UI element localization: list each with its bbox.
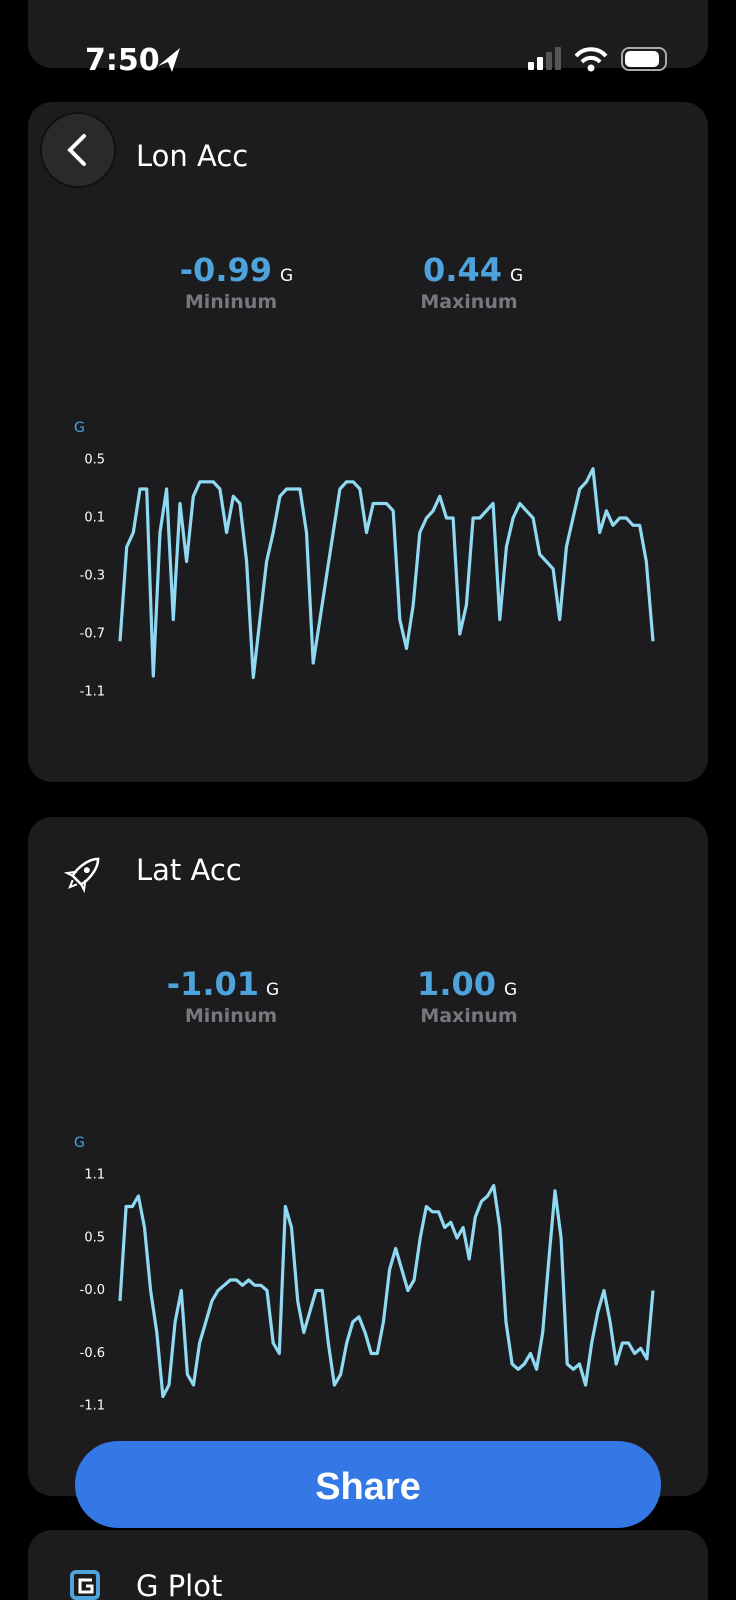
wifi-icon xyxy=(574,47,608,64)
y-tick-label: -0.3 xyxy=(80,569,105,584)
y-tick-label: 0.5 xyxy=(84,1231,105,1246)
max-label: Maxinum xyxy=(420,1005,517,1027)
wifi-dot xyxy=(587,64,595,72)
chart: G 0.5 0.1 -0.3 -0.7 -1.1 xyxy=(74,420,655,700)
max-unit: G xyxy=(504,980,517,1000)
y-axis-label: G xyxy=(74,420,85,436)
back-button[interactable] xyxy=(40,112,116,188)
data-line xyxy=(118,1183,655,1399)
signal-icon xyxy=(528,47,561,70)
card xyxy=(28,817,708,1496)
y-tick-label: -0.6 xyxy=(80,1346,105,1361)
y-tick-label: 0.1 xyxy=(84,511,105,526)
card-title: Lon Acc xyxy=(136,139,248,173)
card-title: Lat Acc xyxy=(136,853,242,887)
max-label: Maxinum xyxy=(420,291,517,313)
min-unit: G xyxy=(280,266,293,286)
min-unit: G xyxy=(266,980,279,1000)
g-plot-icon xyxy=(70,1570,100,1600)
share-button[interactable] xyxy=(75,1441,661,1528)
min-value: -0.99 xyxy=(180,251,272,289)
location-icon xyxy=(158,48,180,72)
status-time: 7:50 xyxy=(85,43,160,78)
share-label: Share xyxy=(315,1466,421,1508)
battery-outline xyxy=(621,47,667,71)
data-line xyxy=(118,467,655,680)
min-value: -1.01 xyxy=(167,965,259,1003)
card xyxy=(28,102,708,782)
min-label: Mininum xyxy=(185,1005,277,1027)
back-icon xyxy=(67,134,86,166)
max-unit: G xyxy=(510,266,523,286)
y-tick-label: -0.0 xyxy=(80,1283,105,1298)
y-tick-label: 0.5 xyxy=(84,453,105,468)
max-value: 1.00 xyxy=(417,965,496,1003)
previous-card xyxy=(28,0,708,68)
min-label: Mininum xyxy=(185,291,277,313)
max-value: 0.44 xyxy=(423,251,502,289)
y-tick-label: -0.7 xyxy=(80,627,105,642)
y-tick-label: 1.1 xyxy=(84,1168,105,1183)
y-tick-label: -1.1 xyxy=(80,685,105,700)
card-title: G Plot xyxy=(136,1569,222,1600)
rocket-icon xyxy=(63,857,100,894)
y-tick-label: -1.1 xyxy=(80,1399,105,1414)
chart: G 1.1 0.5 -0.0 -0.6 -1.1 xyxy=(74,1135,655,1414)
y-axis-label: G xyxy=(74,1135,85,1151)
card xyxy=(28,1530,708,1600)
battery-level xyxy=(625,51,659,67)
